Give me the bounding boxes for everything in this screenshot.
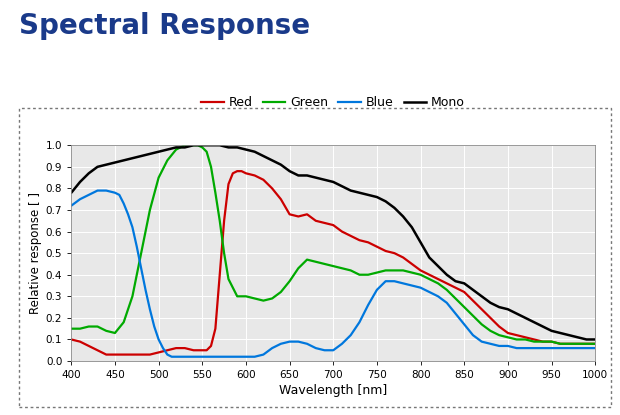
- Mono: [260, 154, 267, 159]
- Green: [181, 143, 188, 148]
- Red: [224, 182, 232, 187]
- Mono: [591, 337, 599, 342]
- Mono: [530, 320, 538, 325]
- Green: [286, 279, 293, 284]
- Blue: [94, 188, 101, 193]
- Blue: [548, 346, 556, 351]
- Text: Spectral Response: Spectral Response: [19, 12, 310, 40]
- Blue: [68, 203, 75, 208]
- Mono: [198, 143, 206, 148]
- Blue: [539, 346, 547, 351]
- Y-axis label: Relative response [ ]: Relative response [ ]: [29, 192, 42, 314]
- X-axis label: Wavelength [nm]: Wavelength [nm]: [279, 384, 388, 397]
- Red: [286, 212, 293, 217]
- Blue: [417, 285, 424, 290]
- Red: [102, 352, 110, 357]
- Line: Mono: Mono: [71, 145, 595, 339]
- Blue: [443, 300, 451, 305]
- Blue: [557, 346, 564, 351]
- Line: Blue: Blue: [71, 190, 595, 357]
- Red: [68, 337, 75, 342]
- Legend: Red, Green, Blue, Mono: Red, Green, Blue, Mono: [197, 91, 470, 114]
- Mono: [68, 190, 75, 195]
- Mono: [190, 143, 197, 148]
- Blue: [487, 341, 494, 346]
- Red: [234, 168, 241, 173]
- Green: [68, 326, 75, 331]
- Red: [294, 214, 302, 219]
- Red: [120, 352, 127, 357]
- Mono: [583, 337, 590, 342]
- Green: [111, 330, 118, 335]
- Blue: [591, 346, 599, 351]
- Green: [557, 341, 564, 346]
- Mono: [172, 145, 180, 150]
- Green: [216, 218, 223, 223]
- Mono: [356, 190, 363, 195]
- Red: [207, 344, 215, 349]
- Red: [591, 341, 599, 346]
- Green: [478, 322, 485, 327]
- Green: [198, 145, 206, 150]
- Green: [277, 290, 285, 295]
- Red: [487, 315, 494, 320]
- Mono: [391, 205, 398, 210]
- Line: Green: Green: [71, 145, 595, 344]
- Green: [591, 341, 599, 346]
- Blue: [168, 354, 175, 359]
- Line: Red: Red: [71, 171, 595, 354]
